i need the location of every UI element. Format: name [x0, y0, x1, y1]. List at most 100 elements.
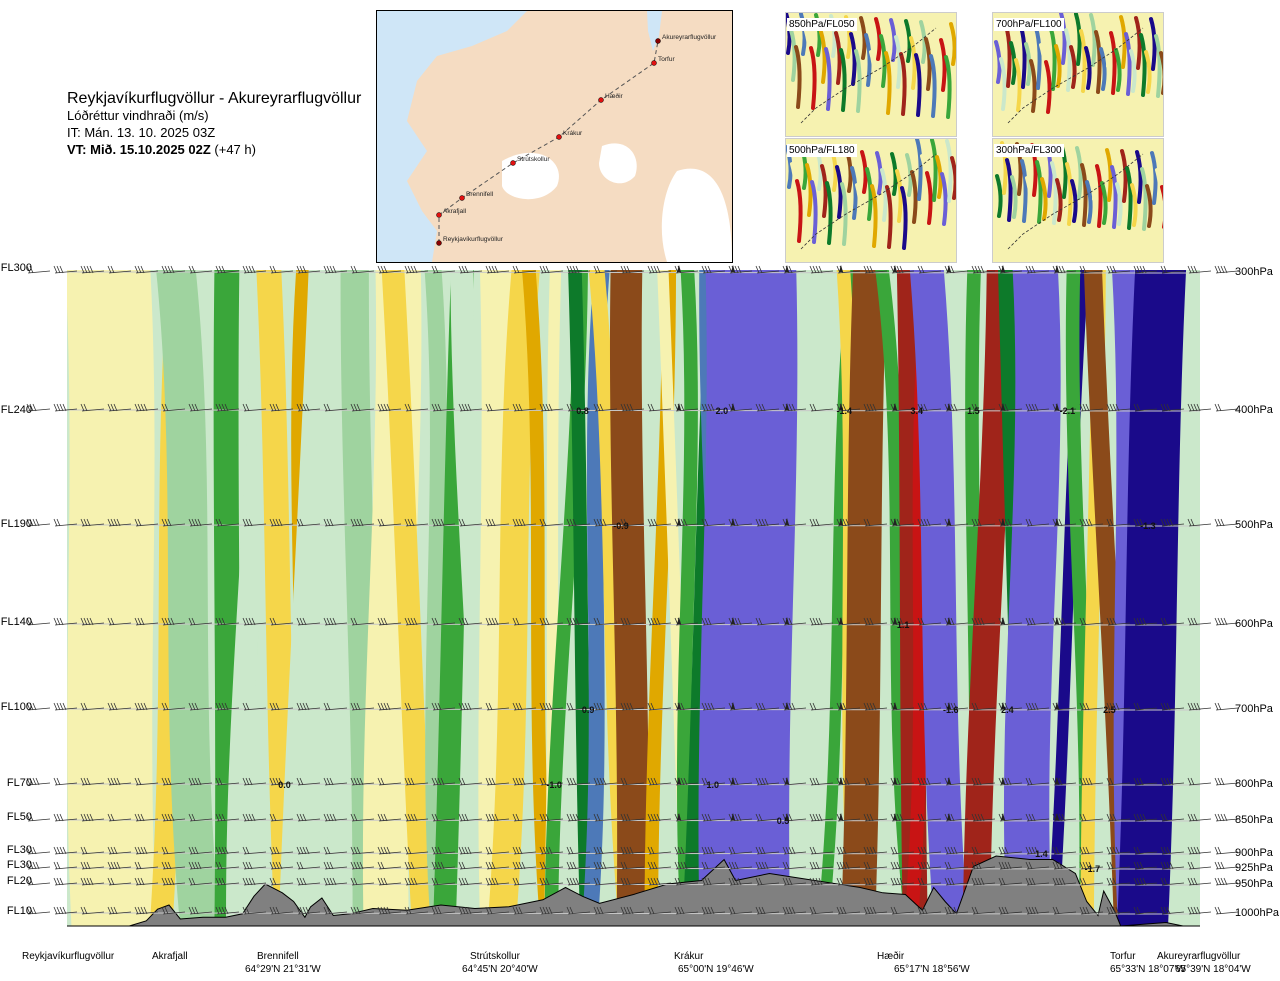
- wind-band-26: [676, 270, 698, 926]
- wind-barb: [755, 877, 780, 886]
- station-coordinate: 64°45'N 20°40'W: [462, 964, 538, 975]
- wind-barb: [485, 518, 510, 527]
- thumb-stripe: [1039, 43, 1047, 87]
- wind-barb: [1025, 877, 1050, 886]
- wind-barb: [944, 265, 969, 274]
- wind-barbs: [26, 265, 1239, 915]
- wind-barb: [80, 702, 105, 711]
- wind-barb: [512, 403, 537, 412]
- wind-barb: [755, 906, 780, 915]
- wind-barb: [1160, 861, 1185, 870]
- value-label: 0.8: [576, 406, 589, 416]
- wind-band-40: [1003, 270, 1061, 926]
- wind-barb: [566, 906, 591, 915]
- thumb-stripe: [1080, 163, 1088, 227]
- wind-barb: [944, 403, 969, 412]
- wind-barb: [539, 846, 564, 855]
- wind-barb: [350, 906, 375, 915]
- wind-barb: [485, 777, 510, 786]
- wind-barb: [755, 702, 780, 711]
- thumb-stripe: [1010, 175, 1018, 219]
- value-label: 2.4: [1001, 705, 1014, 715]
- wind-barb: [323, 518, 348, 527]
- wind-barb: [323, 265, 348, 274]
- thumbnail-300[interactable]: 300hPa/FL300: [992, 138, 1164, 263]
- wind-barb: [1025, 813, 1050, 822]
- wind-barb: [863, 777, 888, 786]
- station-coordinate: 65°33'N 18°07'W: [1110, 964, 1186, 975]
- wind-barb: [782, 877, 807, 886]
- thumb-stripe: [999, 57, 1007, 111]
- thumb-stripe: [820, 164, 828, 218]
- wind-barb: [701, 877, 726, 886]
- wind-barb: [134, 265, 159, 274]
- thumb-850-image: [786, 13, 956, 136]
- wind-barb: [296, 777, 321, 786]
- thumbnail-850[interactable]: 850hPa/FL050: [785, 12, 957, 137]
- wind-barb: [674, 813, 699, 822]
- wind-barb: [1079, 813, 1104, 822]
- station-coordinate: 64°29'N 21°31'W: [245, 964, 321, 975]
- wind-barb: [917, 777, 942, 786]
- wind-barb: [188, 861, 213, 870]
- thumb-stripe: [924, 37, 932, 91]
- map-places: Akureyrarflugvöllur Torfur Hæðir Krákur Strú…: [436, 34, 717, 246]
- wind-barb: [782, 813, 807, 822]
- wind-barb: [323, 777, 348, 786]
- wind-barb: [107, 813, 132, 822]
- wind-barb: [161, 702, 186, 711]
- wind-barb: [1187, 702, 1212, 711]
- wind-band-3: [156, 270, 220, 926]
- map-sea-west: [377, 11, 527, 262]
- wind-barb: [161, 877, 186, 886]
- wind-barb: [701, 813, 726, 822]
- thumb-stripe: [1114, 48, 1122, 92]
- wind-barb: [512, 906, 537, 915]
- wind-barb: [539, 518, 564, 527]
- thumb-stripe: [1035, 160, 1043, 224]
- wind-barb: [161, 403, 186, 412]
- wind-barb: [134, 846, 159, 855]
- thumb-stripe: [1100, 181, 1108, 225]
- wind-barb: [1106, 518, 1131, 527]
- wind-barb: [1214, 403, 1239, 412]
- thumb-stripe: [1125, 166, 1133, 230]
- thumbnail-500[interactable]: 500hPa/FL180: [785, 138, 957, 263]
- wind-barb: [971, 702, 996, 711]
- flight-level-label: FL100: [0, 701, 32, 713]
- terrain-profile: [67, 855, 1200, 927]
- wind-barb: [1133, 403, 1158, 412]
- wind-barb: [512, 617, 537, 626]
- wind-barb: [458, 877, 483, 886]
- wind-barb: [620, 518, 645, 527]
- value-label: 2.5: [1103, 705, 1116, 715]
- wind-barb: [431, 777, 456, 786]
- wind-barb: [1106, 861, 1131, 870]
- thumb-300-label: 300hPa/FL300: [994, 144, 1064, 157]
- wind-barb: [1187, 846, 1212, 855]
- wind-barb: [53, 906, 78, 915]
- wind-barb: [458, 702, 483, 711]
- wind-barb: [836, 777, 861, 786]
- thumbnail-700[interactable]: 700hPa/FL100: [992, 12, 1164, 137]
- wind-barb: [134, 403, 159, 412]
- wind-barb: [1187, 813, 1212, 822]
- thumb-stripe: [1110, 165, 1118, 229]
- wind-barb: [1025, 617, 1050, 626]
- wind-barb: [269, 906, 294, 915]
- station-name: Strútskollur: [470, 951, 521, 962]
- pressure-level-label: 800hPa: [1235, 778, 1273, 790]
- wind-barb: [188, 877, 213, 886]
- thumb-stripe: [1034, 26, 1042, 90]
- wind-barb: [1187, 861, 1212, 870]
- wind-barb: [269, 403, 294, 412]
- flight-level-label: FL20: [6, 875, 32, 887]
- wind-barb: [620, 265, 645, 274]
- chart-title-block: Reykjavíkurflugvöllur - Akureyrarflugvöl…: [67, 90, 361, 158]
- wind-barb: [890, 861, 915, 870]
- thumb-850-label: 850hPa/FL050: [787, 18, 857, 31]
- station-name: Torfur: [1110, 951, 1136, 962]
- wind-barb: [323, 813, 348, 822]
- wind-barb: [80, 846, 105, 855]
- wind-barb: [917, 861, 942, 870]
